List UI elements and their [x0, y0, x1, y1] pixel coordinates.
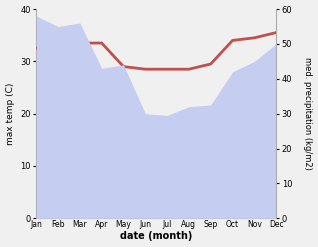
X-axis label: date (month): date (month)	[120, 231, 192, 242]
Y-axis label: max temp (C): max temp (C)	[5, 82, 15, 145]
Y-axis label: med. precipitation (kg/m2): med. precipitation (kg/m2)	[303, 57, 313, 170]
